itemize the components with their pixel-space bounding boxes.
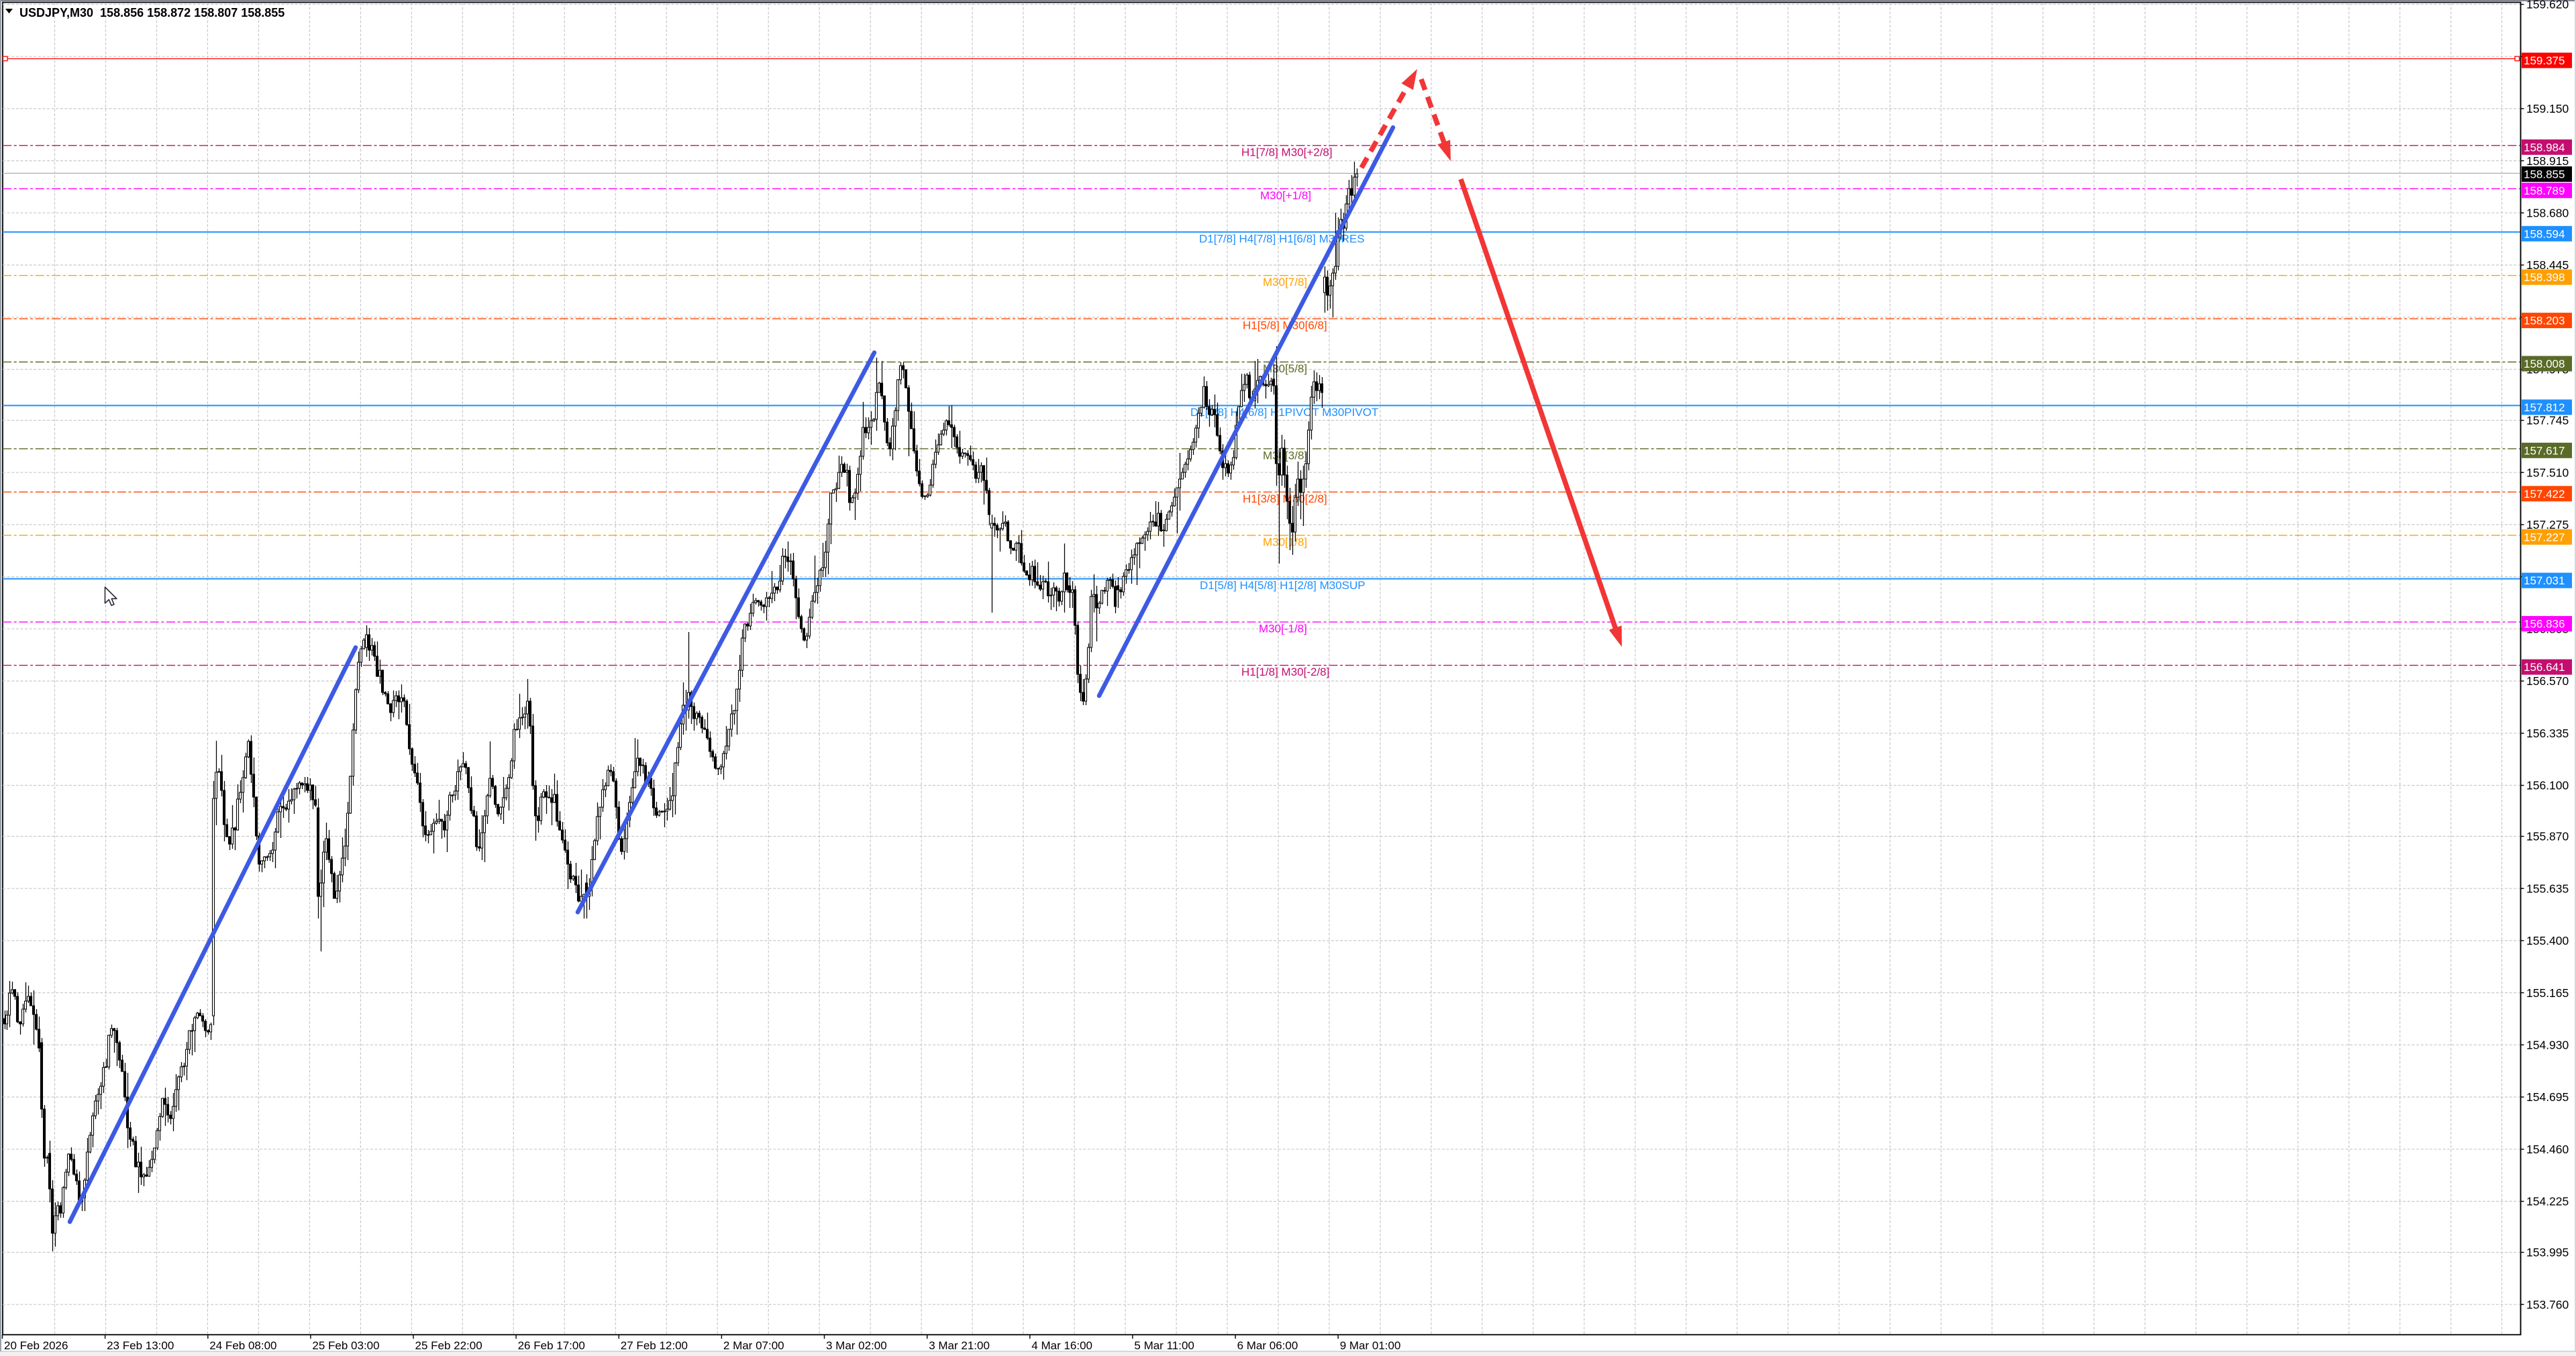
- svg-text:158.915: 158.915: [2526, 154, 2569, 168]
- svg-text:154.225: 154.225: [2526, 1195, 2569, 1208]
- svg-text:23 Feb 13:00: 23 Feb 13:00: [107, 1339, 174, 1352]
- svg-text:156.335: 156.335: [2526, 727, 2569, 740]
- svg-text:M30[-1/8]: M30[-1/8]: [1259, 623, 1307, 635]
- svg-text:24 Feb 08:00: 24 Feb 08:00: [209, 1339, 276, 1352]
- svg-text:H1[7/8] M30[+2/8]: H1[7/8] M30[+2/8]: [1241, 146, 1333, 158]
- svg-text:155.635: 155.635: [2526, 882, 2569, 895]
- svg-text:27 Feb 12:00: 27 Feb 12:00: [621, 1339, 688, 1352]
- svg-text:159.375: 159.375: [2524, 54, 2565, 67]
- svg-text:155.165: 155.165: [2526, 986, 2569, 1000]
- svg-text:D1[5/8] H4[5/8] H1[2/8] M30SUP: D1[5/8] H4[5/8] H1[2/8] M30SUP: [1200, 579, 1366, 592]
- svg-text:3 Mar 02:00: 3 Mar 02:00: [826, 1339, 887, 1352]
- svg-text:157.227: 157.227: [2524, 531, 2565, 543]
- svg-text:2 Mar 07:00: 2 Mar 07:00: [723, 1339, 784, 1352]
- svg-text:4 Mar 16:00: 4 Mar 16:00: [1031, 1339, 1092, 1352]
- svg-text:26 Feb 17:00: 26 Feb 17:00: [518, 1339, 585, 1352]
- svg-text:158.789: 158.789: [2524, 185, 2565, 197]
- svg-text:M30[1/8]: M30[1/8]: [1263, 535, 1307, 548]
- svg-text:25 Feb 22:00: 25 Feb 22:00: [415, 1339, 482, 1352]
- svg-text:158.445: 158.445: [2526, 258, 2569, 272]
- svg-text:159.150: 159.150: [2526, 102, 2569, 115]
- svg-text:157.275: 157.275: [2526, 518, 2569, 531]
- svg-text:156.641: 156.641: [2524, 661, 2565, 674]
- svg-text:M30[7/8]: M30[7/8]: [1263, 276, 1307, 289]
- svg-text:158.984: 158.984: [2524, 141, 2565, 154]
- svg-text:20 Feb 2026: 20 Feb 2026: [4, 1339, 68, 1352]
- svg-text:H1[5/8] M30[6/8]: H1[5/8] M30[6/8]: [1243, 319, 1327, 332]
- svg-text:157.617: 157.617: [2524, 444, 2565, 457]
- svg-text:154.930: 154.930: [2526, 1039, 2569, 1052]
- svg-text:6 Mar 06:00: 6 Mar 06:00: [1237, 1339, 1298, 1352]
- svg-text:158.203: 158.203: [2524, 315, 2565, 327]
- svg-text:157.745: 157.745: [2526, 414, 2569, 427]
- svg-text:159.620: 159.620: [2526, 0, 2569, 11]
- svg-text:157.510: 157.510: [2526, 466, 2569, 479]
- svg-text:M30[+1/8]: M30[+1/8]: [1260, 189, 1311, 202]
- svg-text:157.812: 157.812: [2524, 401, 2565, 414]
- svg-text:158.680: 158.680: [2526, 207, 2569, 220]
- svg-text:155.400: 155.400: [2526, 934, 2569, 947]
- svg-text:158.594: 158.594: [2524, 227, 2565, 240]
- svg-text:158.398: 158.398: [2524, 271, 2565, 284]
- svg-text:158.855: 158.855: [2524, 168, 2565, 181]
- svg-text:153.760: 153.760: [2526, 1298, 2569, 1311]
- svg-text:157.422: 157.422: [2524, 488, 2565, 501]
- svg-text:154.460: 154.460: [2526, 1143, 2569, 1156]
- svg-text:USDJPY,M30 158.856 158.872 15: USDJPY,M30 158.856 158.872 158.807 158.8…: [19, 6, 285, 19]
- svg-text:153.995: 153.995: [2526, 1246, 2569, 1259]
- svg-text:3 Mar 21:00: 3 Mar 21:00: [929, 1339, 990, 1352]
- svg-text:156.100: 156.100: [2526, 779, 2569, 792]
- svg-text:5 Mar 11:00: 5 Mar 11:00: [1134, 1339, 1194, 1352]
- svg-text:156.836: 156.836: [2524, 618, 2565, 631]
- svg-text:156.570: 156.570: [2526, 674, 2569, 688]
- svg-text:154.695: 154.695: [2526, 1090, 2569, 1104]
- svg-text:H1[1/8] M30[-2/8]: H1[1/8] M30[-2/8]: [1241, 666, 1329, 678]
- svg-text:D1[7/8] H4[7/8] H1[6/8] M30RES: D1[7/8] H4[7/8] H1[6/8] M30RES: [1199, 232, 1365, 245]
- svg-text:H1[3/8] M30[2/8]: H1[3/8] M30[2/8]: [1243, 492, 1327, 505]
- svg-text:158.008: 158.008: [2524, 358, 2565, 370]
- svg-text:9 Mar 01:00: 9 Mar 01:00: [1340, 1339, 1401, 1352]
- svg-text:157.031: 157.031: [2524, 574, 2565, 587]
- svg-text:25 Feb 03:00: 25 Feb 03:00: [312, 1339, 379, 1352]
- svg-text:155.870: 155.870: [2526, 830, 2569, 843]
